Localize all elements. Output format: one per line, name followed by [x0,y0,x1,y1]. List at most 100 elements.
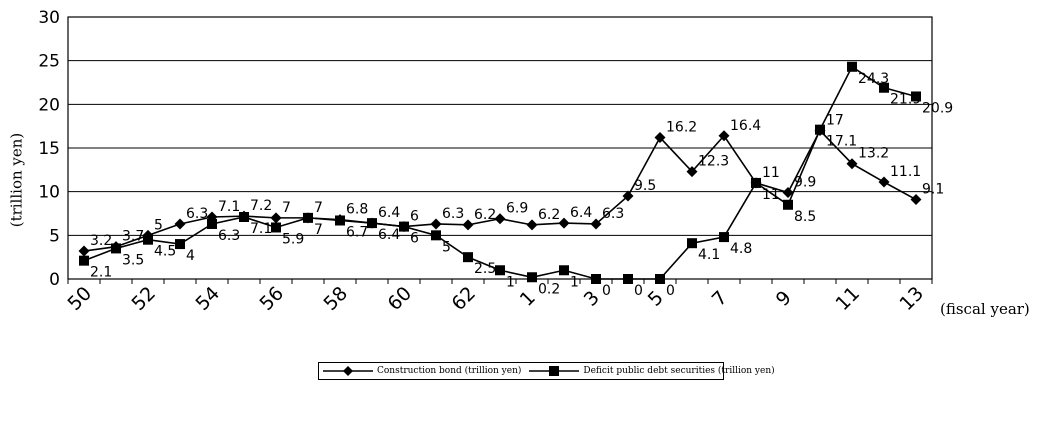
legend-item-construction-bond: Construction bond (trillion yen) [323,365,521,377]
y-tick-label: 20 [38,95,60,115]
deficit-debt-point [367,218,377,229]
construction-bond-data-label: 6.2 [474,207,496,223]
construction-bond-data-label: 6 [410,209,419,225]
y-tick-label: 25 [38,52,60,72]
legend-item-deficit-debt: Deficit public debt securities (trillion… [529,365,775,377]
deficit-debt-point [623,274,633,284]
construction-bond-data-label: 7.1 [218,199,240,215]
deficit-debt-data-label: 4.1 [698,247,720,263]
construction-bond-data-label: 16.4 [730,118,761,134]
y-axis-title-text: (trillion yen) [7,132,26,228]
deficit-debt-data-label: 8.5 [794,209,816,225]
deficit-debt-point [175,239,185,250]
deficit-debt-point [687,238,697,249]
deficit-debt-data-label: 1 [506,274,515,290]
y-tick-label: 30 [38,8,60,28]
deficit-debt-point [399,221,409,232]
y-tick-label: 10 [38,183,60,203]
y-tick-label: 0 [49,270,60,290]
deficit-debt-point [335,215,345,226]
construction-bond-point [878,176,890,188]
deficit-debt-point [783,199,793,210]
construction-bond-data-label: 3.2 [90,233,112,249]
series-line-deficit-debt [83,65,917,280]
construction-bond-point [622,190,634,202]
deficit-debt-data-label: 4 [186,248,195,264]
deficit-debt-point [463,252,473,263]
deficit-debt-data-label: 2.5 [474,261,496,277]
x-tick-label: 7 [708,287,732,311]
deficit-debt-point [559,265,569,276]
construction-bond-data-label: 9.1 [922,182,944,198]
deficit-debt-point [207,218,217,229]
construction-bond-point [686,166,698,178]
deficit-debt-point [303,212,313,223]
deficit-debt-point [111,243,121,254]
deficit-debt-data-label: 20.9 [922,100,953,116]
deficit-debt-data-label: 17.1 [826,134,857,150]
construction-bond-data-label: 5 [154,217,163,233]
x-tick-label: 60 [383,282,416,315]
deficit-debt-data-label: 0 [666,283,675,299]
construction-bond-data-label: 16.2 [666,120,697,136]
construction-bond-point [718,130,730,142]
x-tick-label: 58 [319,282,352,315]
deficit-debt-data-label: 3.5 [122,252,144,268]
deficit-debt-point [527,272,537,283]
legend: Construction bond (trillion yen) Deficit… [318,362,775,380]
construction-bond-data-label: 6.8 [346,202,368,218]
deficit-debt-point [143,234,153,245]
construction-bond-point [174,218,186,230]
deficit-debt-data-label: 1 [570,274,579,290]
construction-bond-data-label: 11.1 [890,164,921,180]
y-tick-label: 15 [38,139,60,159]
x-tick-label: 9 [772,287,796,311]
x-tick-label: 11 [831,282,864,315]
deficit-debt-data-label: 7.1 [250,221,272,237]
construction-bond-data-label: 7 [282,200,291,216]
deficit-debt-point [847,61,857,72]
y-tick-label: 5 [49,226,60,246]
construction-bond-data-label: 6.9 [506,201,528,217]
deficit-debt-data-label: 6 [410,231,419,247]
deficit-debt-point [719,232,729,243]
construction-bond-point [782,187,794,199]
deficit-debt-point [751,177,761,188]
deficit-debt-point [815,124,825,135]
legend-label-deficit-debt: Deficit public debt securities (trillion… [583,366,775,376]
legend-square-marker-icon [529,366,580,376]
construction-bond-point [270,212,282,224]
deficit-debt-data-label: 7 [314,222,323,238]
deficit-debt-data-label: 6.3 [218,228,240,244]
legend-diamond-marker-icon [323,366,373,376]
legend-label-construction-bond: Construction bond (trillion yen) [377,366,522,376]
deficit-debt-point [879,82,889,93]
x-tick-label: 62 [447,282,480,315]
construction-bond-data-label: 11 [762,165,780,181]
x-tick-label: 3 [580,287,604,311]
deficit-debt-point [495,265,505,276]
deficit-debt-data-label: 11 [762,187,780,203]
construction-bond-data-label: 6.2 [538,207,560,223]
construction-bond-point [846,158,858,170]
plot-border [67,16,933,280]
x-tick-label: 1 [516,287,540,311]
deficit-debt-point [239,211,249,222]
deficit-debt-point [655,274,665,284]
x-tick-label: 52 [127,282,160,315]
deficit-debt-data-label: 4.5 [154,244,176,260]
deficit-debt-data-label: 2.1 [90,265,112,281]
construction-bond-point [78,245,90,257]
deficit-debt-data-label: 4.8 [730,241,752,257]
construction-bond-point [462,219,474,231]
deficit-debt-data-label: 0 [634,283,643,299]
x-tick-label: 54 [191,282,224,315]
construction-bond-data-label: 12.3 [698,154,729,170]
construction-bond-point [654,132,666,144]
construction-bond-data-label: 6.3 [602,206,624,222]
construction-bond-point [526,219,538,231]
construction-bond-data-label: 6.4 [570,205,592,221]
y-axis-title: (trillion yen) [4,100,28,260]
deficit-debt-point [79,255,89,266]
